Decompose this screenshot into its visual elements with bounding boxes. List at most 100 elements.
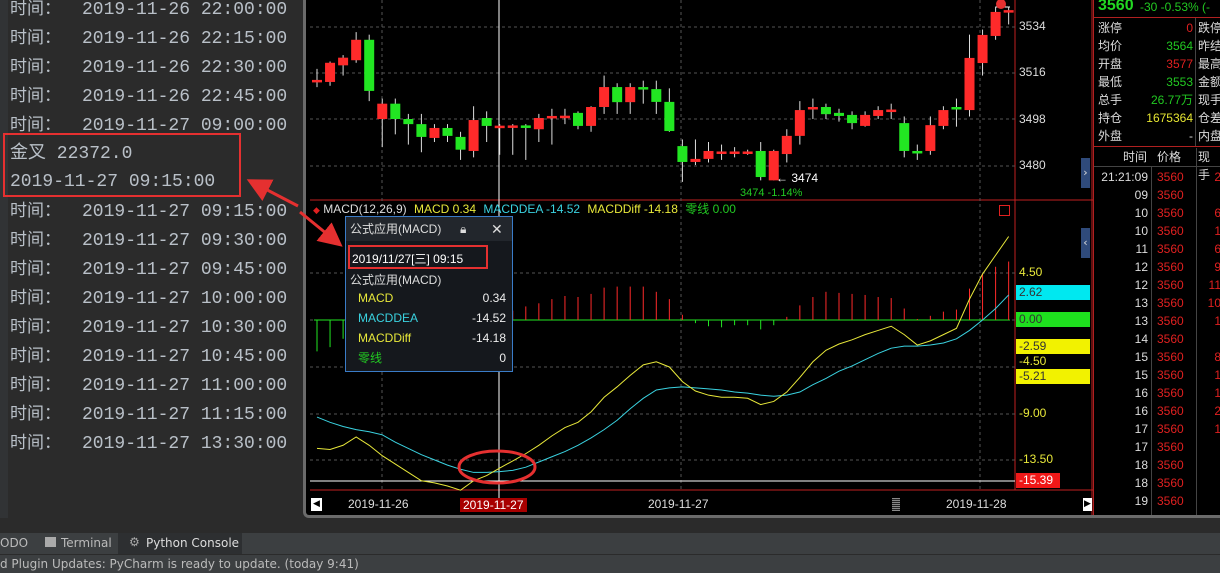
tab-python-console[interactable]: Python Console: [146, 536, 240, 550]
tick-row: 17 3560 1: [1094, 420, 1220, 438]
console-line: 时间： 2019-11-27 10:45:00: [10, 342, 287, 370]
candle-down: [612, 87, 623, 103]
low-price-marker: ← 3474: [776, 171, 819, 185]
tick-row: 19 3560: [1094, 492, 1220, 510]
tab-terminal[interactable]: Terminal: [61, 536, 112, 550]
tick-price: 3560: [1157, 314, 1184, 328]
candle-down: [820, 107, 831, 115]
candle-down: [573, 112, 583, 126]
tick-time: 15: [1134, 350, 1148, 364]
quote-label: 开盘: [1098, 57, 1123, 71]
tick-volume: 9: [1198, 258, 1220, 276]
tick-price: 3560: [1157, 170, 1184, 184]
candle-down: [416, 124, 427, 137]
candle-up: [860, 114, 871, 126]
macd-tick-neg13.50: -13.50: [1019, 452, 1054, 466]
tick-time: 12: [1134, 278, 1148, 292]
quote-row: 外盘 - 内盘: [1094, 127, 1220, 145]
quote-value: 26.77万: [1150, 93, 1193, 107]
tick-time: 19: [1134, 494, 1148, 508]
terminal-icon: [45, 537, 56, 547]
quote-label2: 内盘: [1198, 129, 1220, 143]
tab-todo[interactable]: ODO: [0, 536, 29, 550]
candle-up: [625, 87, 636, 103]
tick-price: 3560: [1157, 386, 1184, 400]
candle-down: [638, 87, 649, 90]
candle-up: [546, 115, 557, 119]
time-value: 2019-11-27 09:30:00: [82, 231, 288, 251]
time-value: 2019-11-27 10:30:00: [82, 318, 288, 338]
divider: [1151, 167, 1152, 515]
macddea-axis-tag: 2.62: [1016, 285, 1090, 300]
tick-time: 13: [1134, 314, 1148, 328]
col-price: 价格: [1157, 150, 1182, 164]
quote-row: 均价 3564 昨结: [1094, 37, 1220, 55]
macd-tick-4.50: 4.50: [1019, 265, 1043, 279]
status-bar[interactable]: d Plugin Updates: PyCharm is ready to up…: [0, 554, 1220, 573]
tooltip-row-label: MACD: [358, 291, 394, 305]
time-value: 2019-11-26 22:00:00: [82, 0, 288, 20]
candle-up: [533, 117, 544, 130]
crosshair-value-tag: -15.39: [1016, 473, 1060, 488]
tick-row: 11 3560 6: [1094, 240, 1220, 258]
tick-volume: 10: [1207, 296, 1220, 310]
lock-icon[interactable]: 🔒︎: [460, 222, 467, 236]
quote-value: 3577: [1166, 57, 1193, 71]
tick-time: 18: [1134, 476, 1148, 490]
tick-volume: 6: [1198, 240, 1220, 258]
quote-row: 总手 26.77万 现手: [1094, 91, 1220, 109]
price-tick: 3498: [1019, 111, 1046, 126]
candle-up: [716, 151, 727, 154]
divider: [1196, 148, 1197, 515]
tick-volume: 8: [1198, 348, 1220, 366]
nav-left-tab[interactable]: ‹: [1081, 228, 1090, 258]
candle-up: [325, 62, 336, 82]
macddiff-axis-tag: -5.21: [1016, 369, 1090, 384]
panel-maximize-icon[interactable]: [999, 205, 1010, 216]
candle-up: [964, 57, 975, 111]
zero-axis-tag: 0.00: [1016, 312, 1090, 327]
tick-row: 15 3560 1: [1094, 366, 1220, 384]
tooltip-row-value: -14.52: [471, 311, 506, 325]
macd-tooltip: 公式应用(MACD) 🔒︎ ✕ 2019/11/27[三] 09:15 公式应用…: [345, 216, 513, 372]
x-label-2019-11-27: 2019-11-27: [648, 497, 709, 511]
macd-indicator-name[interactable]: MACD(12,26,9): [323, 202, 407, 216]
candle-up: [938, 110, 949, 126]
scroll-left-button[interactable]: ◀: [311, 498, 322, 511]
time-label: 时间：: [10, 259, 61, 279]
tick-time: 15: [1134, 368, 1148, 382]
macddiff-line: [316, 236, 1010, 491]
python-icon: ⚙: [129, 535, 140, 549]
scroll-thumb[interactable]: [892, 498, 900, 511]
candle-down: [442, 127, 453, 136]
tooltip-row-macddea: MACDDEA -14.52: [358, 308, 506, 328]
tooltip-row-label: 零线: [358, 351, 383, 365]
time-value: 2019-11-27 10:00:00: [82, 289, 288, 309]
nav-right-tab[interactable]: ›: [1081, 158, 1090, 188]
quote-value: -: [1189, 129, 1193, 143]
ticks-header: 时间 价格 现手: [1094, 148, 1220, 182]
tick-time: 18: [1134, 458, 1148, 472]
quote-label: 外盘: [1098, 129, 1123, 143]
candle-down: [755, 150, 766, 178]
time-value: 2019-11-27 11:15:00: [82, 405, 288, 425]
scroll-right-button[interactable]: ▶: [1083, 498, 1092, 511]
candle-up: [768, 150, 779, 181]
candle-down: [403, 119, 414, 125]
time-value: 2019-11-27 13:30:00: [82, 434, 288, 454]
tick-time: 14: [1134, 332, 1148, 346]
tick-volume: 1: [1198, 312, 1220, 330]
price-tick: 3534: [1019, 19, 1046, 33]
tooltip-row-macddiff: MACDDiff -14.18: [358, 328, 506, 348]
candle-up: [494, 125, 505, 129]
console-line: 时间： 2019-11-27 09:45:00: [10, 255, 287, 283]
console-line: 时间： 2019-11-27 10:00:00: [10, 284, 287, 312]
quote-label2: 金额: [1198, 75, 1220, 89]
x-label-crosshair-date: 2019-11-27: [460, 498, 527, 512]
tick-volume: 1: [1198, 420, 1220, 438]
tooltip-title-bar: 公式应用(MACD) 🔒︎ ✕: [346, 217, 512, 241]
candle-down: [834, 112, 844, 116]
close-icon[interactable]: ✕: [491, 221, 503, 237]
tool-window-tabs: ODO Terminal ⚙ Python Console: [0, 533, 1220, 554]
python-console-output: 时间： 2019-11-26 22:00:00 时间： 2019-11-26 22:1…: [0, 0, 303, 518]
